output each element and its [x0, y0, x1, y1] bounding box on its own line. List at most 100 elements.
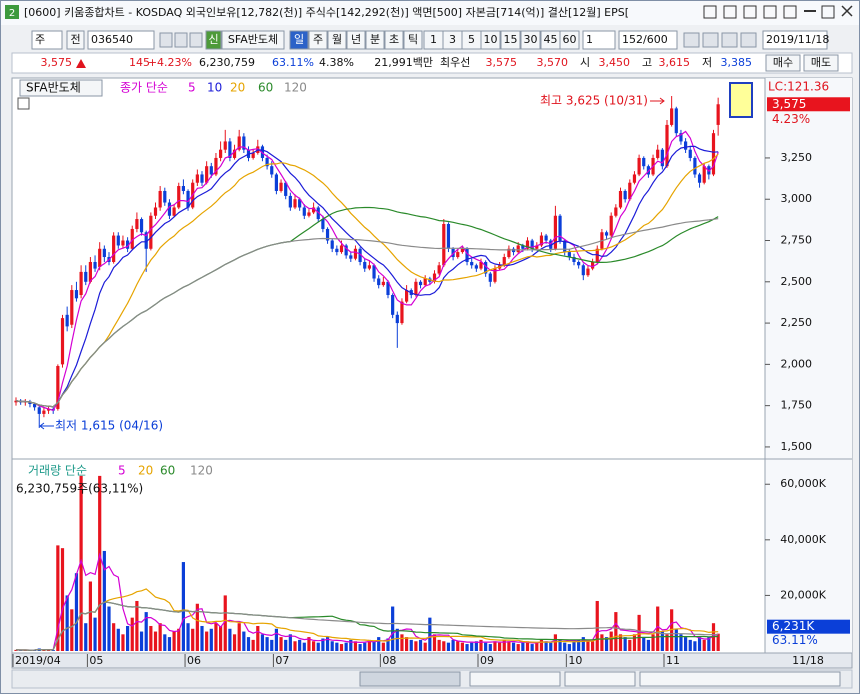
- volume-bar: [665, 634, 669, 651]
- marker-box[interactable]: [729, 82, 753, 118]
- candle-body: [251, 152, 255, 158]
- icon[interactable]: [174, 32, 188, 48]
- minimize[interactable]: [804, 10, 816, 12]
- button[interactable]: [205, 30, 222, 50]
- volume-summary: 6,230,759주(63,11%): [16, 482, 143, 496]
- low-arrow: [39, 422, 54, 430]
- candle-body: [79, 271, 83, 296]
- button[interactable]: [520, 30, 541, 50]
- sell-button[interactable]: [803, 54, 839, 72]
- price-plot: [14, 96, 720, 428]
- candle-body: [525, 240, 530, 249]
- quote-row: [11, 52, 853, 74]
- volume-bar: [535, 642, 539, 651]
- button[interactable]: [308, 30, 328, 50]
- candle-body: [591, 261, 595, 269]
- button[interactable]: [480, 30, 501, 50]
- up-arrow: [76, 59, 86, 68]
- candle-body: [98, 248, 102, 267]
- button[interactable]: [221, 30, 285, 50]
- legend-period: 5: [188, 81, 196, 95]
- volume-bar: [98, 475, 102, 651]
- tool-buttons[interactable]: [639, 671, 841, 687]
- volume-bar: [637, 614, 641, 651]
- x-tick-label: 10: [568, 654, 582, 667]
- button[interactable]: [365, 30, 385, 50]
- volume-bar: [586, 639, 590, 651]
- candle-body: [609, 215, 613, 236]
- button[interactable]: [87, 30, 155, 50]
- candle-body: [135, 219, 139, 229]
- candle-body: [437, 265, 441, 274]
- button[interactable]: [559, 30, 580, 50]
- button[interactable]: [762, 30, 828, 50]
- volume-bar: [79, 475, 83, 651]
- icon[interactable]: [783, 5, 797, 19]
- icon[interactable]: [189, 32, 203, 48]
- icon[interactable]: [702, 32, 719, 48]
- candle-body: [377, 278, 381, 286]
- candle-body: [549, 240, 553, 249]
- volume-bar: [307, 637, 311, 651]
- maximize[interactable]: [821, 5, 835, 19]
- volume-bar: [232, 634, 237, 651]
- legend-period: 120: [284, 81, 307, 95]
- candle-body: [93, 261, 97, 269]
- icon[interactable]: [743, 5, 757, 19]
- icon[interactable]: [723, 5, 737, 19]
- lc-label: LC:121.36: [768, 80, 829, 94]
- volume-bar: [339, 644, 344, 651]
- button[interactable]: [31, 30, 63, 50]
- last-volume: 6,231K: [772, 619, 815, 633]
- candle-body: [163, 190, 167, 203]
- volume-bar: [214, 623, 218, 651]
- candle-body: [316, 207, 320, 220]
- badge-text: 2: [9, 8, 15, 19]
- volume-bar: [623, 637, 627, 651]
- button[interactable]: [500, 30, 521, 50]
- candle-body: [195, 174, 199, 183]
- button[interactable]: [403, 30, 423, 50]
- button[interactable]: [618, 30, 678, 50]
- icon[interactable]: [721, 32, 738, 48]
- candle-body: [544, 235, 548, 241]
- icon[interactable]: [683, 32, 700, 48]
- button[interactable]: [289, 30, 309, 50]
- x-tick-label: 2019/04: [15, 654, 61, 667]
- candle-body: [693, 157, 697, 175]
- last-price: 3,575: [772, 97, 806, 111]
- volume-bar: [618, 634, 623, 651]
- grid-icon[interactable]: [17, 97, 30, 110]
- candle-body: [530, 240, 534, 249]
- icon[interactable]: [763, 5, 777, 19]
- legend-box[interactable]: [19, 79, 103, 97]
- candle-body: [572, 257, 576, 262]
- button[interactable]: [346, 30, 366, 50]
- icon[interactable]: [703, 5, 717, 19]
- zoom-slider[interactable]: [564, 671, 636, 687]
- volume-bar: [516, 644, 520, 651]
- volume-bar: [144, 612, 148, 651]
- volume-bar: [158, 623, 162, 651]
- button[interactable]: [582, 30, 616, 50]
- quote-value: 3,385: [721, 56, 753, 69]
- volume-bar: [116, 628, 120, 651]
- scroll-thumb[interactable]: [359, 671, 461, 687]
- volume-bar: [581, 637, 585, 651]
- volume-bar: [274, 628, 278, 651]
- candle-body: [42, 410, 46, 414]
- button[interactable]: [327, 30, 347, 50]
- volume-bar: [567, 644, 571, 651]
- volume-bar: [186, 623, 190, 651]
- volume-bar: [474, 641, 478, 651]
- button[interactable]: [66, 30, 85, 50]
- candle-body: [688, 149, 692, 158]
- icon[interactable]: [740, 32, 757, 48]
- close[interactable]: [841, 5, 853, 17]
- icon[interactable]: [159, 32, 173, 48]
- buy-button[interactable]: [765, 54, 801, 72]
- nav-buttons[interactable]: [469, 671, 561, 687]
- button[interactable]: [384, 30, 404, 50]
- candle-body: [716, 104, 720, 125]
- volume-bar: [102, 550, 106, 651]
